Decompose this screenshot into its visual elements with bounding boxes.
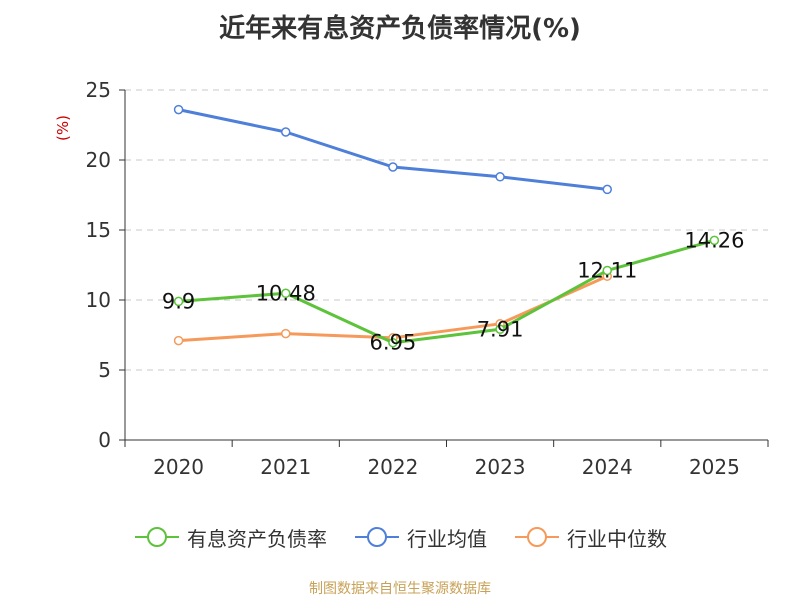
data-point-s1-2021 [281,127,291,137]
data-point-s0-2021 [281,288,291,299]
data-point-s1-2023 [495,172,505,182]
data-point-s1-2022 [388,162,398,172]
data-point-s2-2021 [281,328,291,339]
legend-label: 行业均值 [407,526,487,551]
data-point-s0-2020 [173,296,184,307]
y-axis-label: (%) [54,115,72,141]
y-tick-label-10: 10 [86,288,111,312]
y-tick-label-20: 20 [86,148,111,172]
y-tick-label-25: 25 [86,78,111,102]
legend-marker-icon [355,527,399,547]
data-label-2025: 14.26 [684,228,744,252]
y-tick-label-5: 5 [98,358,111,382]
legend-marker-icon [515,527,559,547]
legend-marker-icon [135,527,179,547]
data-point-s0-2023 [495,324,505,335]
series-line-1 [178,108,608,191]
x-tick-label-2024: 2024 [582,455,633,479]
legend-item-2[interactable]: 行业中位数 [513,523,667,552]
data-point-s1-2024 [602,184,612,195]
series-line-0 [178,238,715,345]
data-point-s0-2024 [602,265,612,276]
data-label-2022: 6.95 [370,331,417,355]
x-tick-label-2020: 2020 [153,455,204,479]
chart-legend: 有息资产负债率 行业均值 行业中位数 [0,520,800,554]
series-layer [173,104,720,348]
label-layer: 9.9 10.48 6.95 7.91 12.11 14.26 [162,228,745,354]
data-label-2024: 12.11 [577,258,637,282]
x-tick-label-2021: 2021 [260,455,311,479]
data-source-note: 制图数据来自恒生聚源数据库 [309,581,491,597]
y-tick-label-0: 0 [98,428,111,452]
legend-item-1[interactable]: 行业均值 [353,523,487,552]
legend-label: 行业中位数 [567,526,667,551]
data-label-2023: 7.91 [477,317,524,341]
data-label-2020: 9.9 [162,289,195,313]
grid-layer [125,89,768,371]
data-point-s1-2020 [173,104,184,115]
data-label-2021: 10.48 [256,281,316,305]
data-point-s0-2022 [388,337,398,348]
chart-title: 近年来有息资产负债率情况(%) [219,14,581,44]
data-point-s0-2025 [709,235,720,246]
data-point-s2-2020 [173,335,184,346]
legend-label: 有息资产负债率 [187,526,327,551]
x-tick-label-2022: 2022 [367,455,418,479]
x-tick-label-2025: 2025 [689,455,740,479]
x-tick-label-2023: 2023 [475,455,526,479]
legend-item-0[interactable]: 有息资产负债率 [133,523,327,552]
y-tick-label-15: 15 [86,218,111,242]
